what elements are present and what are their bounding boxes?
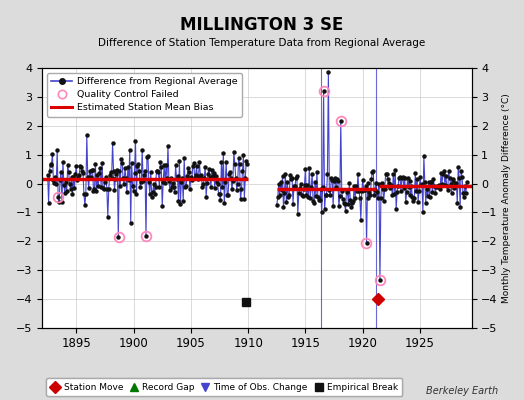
Text: Berkeley Earth: Berkeley Earth	[425, 386, 498, 396]
Text: Difference of Station Temperature Data from Regional Average: Difference of Station Temperature Data f…	[99, 38, 425, 48]
Legend: Station Move, Record Gap, Time of Obs. Change, Empirical Break: Station Move, Record Gap, Time of Obs. C…	[47, 378, 402, 396]
Y-axis label: Monthly Temperature Anomaly Difference (°C): Monthly Temperature Anomaly Difference (…	[502, 93, 511, 303]
Text: MILLINGTON 3 SE: MILLINGTON 3 SE	[180, 16, 344, 34]
